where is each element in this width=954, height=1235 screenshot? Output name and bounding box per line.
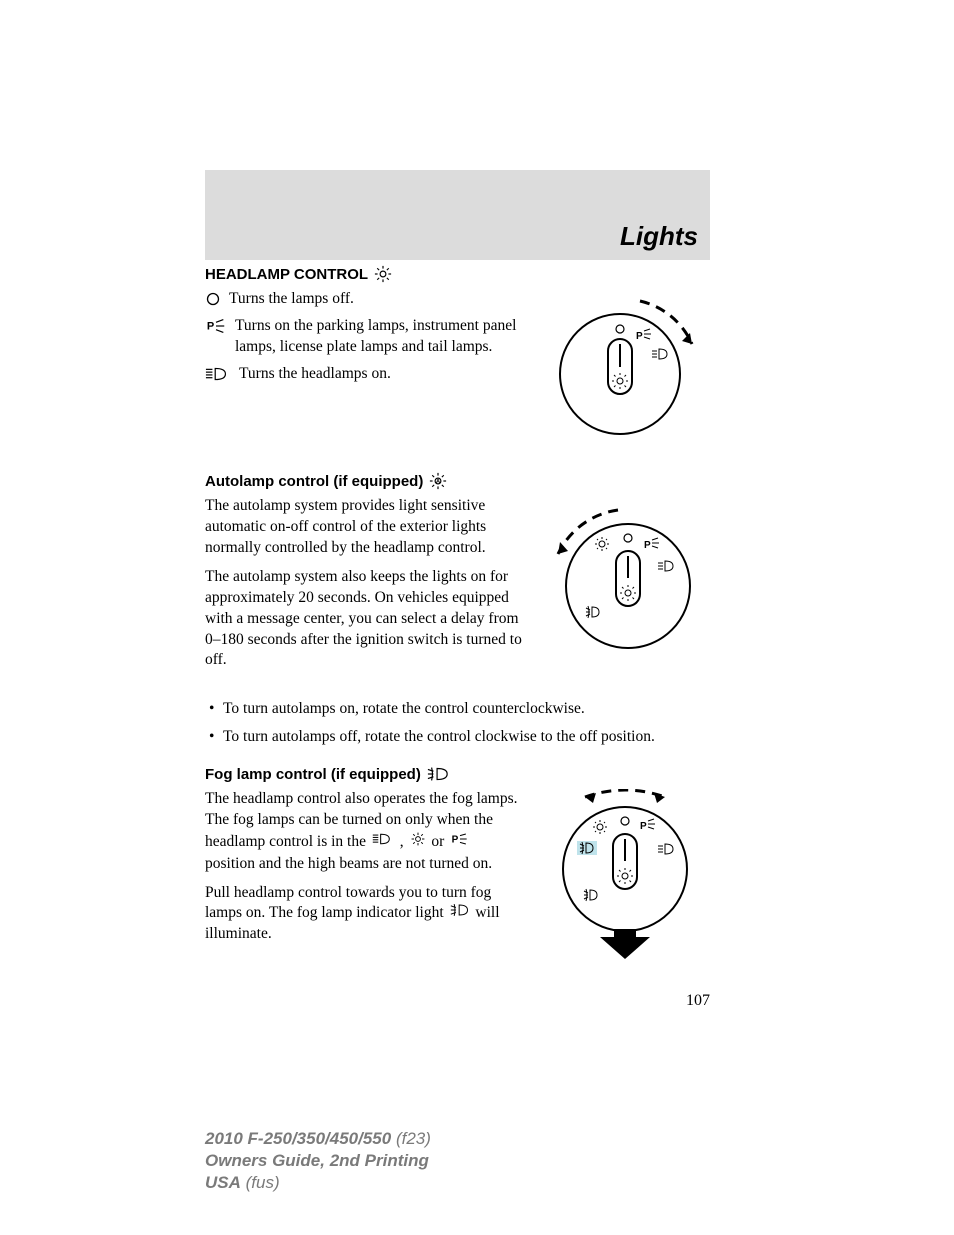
autolamp-bullet-2: To turn autolamps off, rotate the contro… bbox=[205, 725, 710, 748]
inline-headlamp-icon bbox=[372, 832, 394, 853]
header-band: Lights bbox=[205, 170, 710, 260]
autolamp-para1: The autolamp system provides light sensi… bbox=[205, 496, 522, 559]
svg-text:P: P bbox=[636, 331, 643, 342]
autolamp-para2: The autolamp system also keeps the light… bbox=[205, 567, 522, 672]
foglamp-para2: Pull headlamp control towards you to tur… bbox=[205, 883, 522, 946]
autolamp-sun-icon: A bbox=[429, 472, 447, 490]
footer-line3: USA (fus) bbox=[205, 1172, 431, 1194]
headlamp-icon bbox=[205, 366, 231, 382]
headlamp-block: Turns the lamps off. P Turns on the park… bbox=[205, 289, 710, 454]
foglamp-heading: Fog lamp control (if equipped) bbox=[205, 766, 710, 783]
inline-foglamp-icon bbox=[450, 903, 470, 924]
headlamp-text-column: Turns the lamps off. P Turns on the park… bbox=[205, 289, 522, 391]
autolamp-dial-figure: P bbox=[540, 496, 710, 666]
svg-text:P: P bbox=[452, 834, 459, 845]
circle-off-icon bbox=[205, 291, 221, 307]
foglamp-icon bbox=[427, 766, 449, 782]
autolamp-bullet-1: To turn autolamps on, rotate the control… bbox=[205, 697, 710, 720]
page-content: HEADLAMP CONTROL Turns the lamps off. P … bbox=[205, 265, 710, 1010]
svg-text:P: P bbox=[644, 540, 651, 551]
footer: 2010 F-250/350/450/550 (f23) Owners Guid… bbox=[205, 1128, 431, 1194]
footer-code: (f23) bbox=[391, 1129, 431, 1148]
parking-lamp-icon: P bbox=[205, 318, 227, 334]
foglamp-para1-a: The headlamp control also operates the f… bbox=[205, 790, 517, 850]
autolamp-heading-text: Autolamp control (if equipped) bbox=[205, 473, 423, 490]
foglamp-para1-d: position and the high beams are not turn… bbox=[205, 855, 492, 872]
foglamp-text-column: The headlamp control also operates the f… bbox=[205, 789, 522, 953]
headlamp-on-line: Turns the headlamps on. bbox=[205, 364, 522, 385]
autolamp-text-column: The autolamp system provides light sensi… bbox=[205, 496, 522, 679]
foglamp-block: The headlamp control also operates the f… bbox=[205, 789, 710, 974]
footer-region-code: (fus) bbox=[241, 1173, 280, 1192]
off-line: Turns the lamps off. bbox=[205, 289, 522, 310]
inline-parking-icon: P bbox=[450, 832, 470, 853]
headlamp-heading: HEADLAMP CONTROL bbox=[205, 265, 710, 283]
foglamp-para1-c: or bbox=[431, 833, 448, 850]
parking-line: P Turns on the parking lamps, instrument… bbox=[205, 316, 522, 358]
footer-model: 2010 F-250/350/450/550 bbox=[205, 1129, 391, 1148]
foglamp-dial-figure: P bbox=[540, 789, 710, 974]
footer-region: USA bbox=[205, 1173, 241, 1192]
parking-text: Turns on the parking lamps, instrument p… bbox=[235, 316, 522, 358]
headlamp-on-text: Turns the headlamps on. bbox=[239, 364, 391, 385]
autolamp-block: The autolamp system provides light sensi… bbox=[205, 496, 710, 679]
autolamp-bullets: To turn autolamps on, rotate the control… bbox=[205, 697, 710, 748]
page-number: 107 bbox=[205, 992, 710, 1010]
sun-icon bbox=[374, 265, 392, 283]
page-title: Lights bbox=[620, 221, 698, 252]
svg-text:P: P bbox=[207, 321, 214, 333]
footer-line1: 2010 F-250/350/450/550 (f23) bbox=[205, 1128, 431, 1150]
foglamp-heading-text: Fog lamp control (if equipped) bbox=[205, 766, 421, 783]
autolamp-heading: Autolamp control (if equipped) A bbox=[205, 472, 710, 490]
footer-line2: Owners Guide, 2nd Printing bbox=[205, 1150, 431, 1172]
inline-sun-icon bbox=[410, 831, 426, 854]
off-text: Turns the lamps off. bbox=[229, 289, 354, 310]
svg-text:A: A bbox=[436, 479, 441, 486]
heading-text: HEADLAMP CONTROL bbox=[205, 266, 368, 283]
headlamp-dial-figure: P bbox=[540, 289, 710, 454]
foglamp-para1: The headlamp control also operates the f… bbox=[205, 789, 522, 875]
foglamp-para2-a: Pull headlamp control towards you to tur… bbox=[205, 884, 491, 922]
foglamp-para1-b: , bbox=[400, 833, 408, 850]
svg-text:P: P bbox=[640, 821, 647, 832]
